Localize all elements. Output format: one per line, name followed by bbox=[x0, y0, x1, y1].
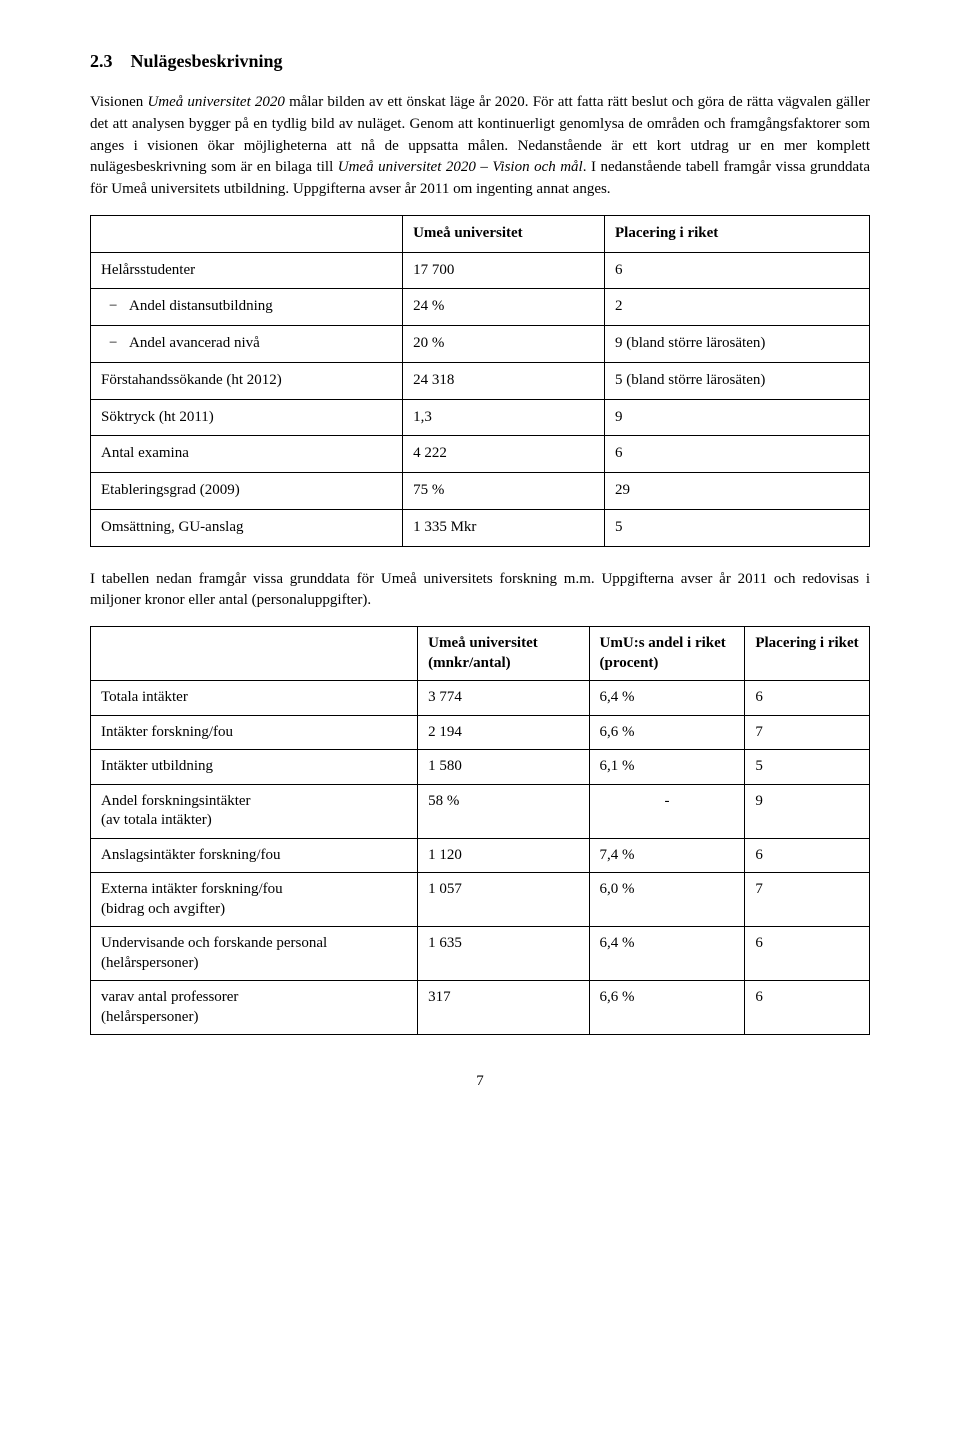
table-cell: 1 335 Mkr bbox=[403, 509, 605, 546]
table-cell: 6 bbox=[745, 681, 870, 716]
table-cell-label: Undervisande och forskande personal(helå… bbox=[91, 927, 418, 981]
intro-paragraph: Visionen Umeå universitet 2020 målar bil… bbox=[90, 92, 870, 201]
section-number: 2.3 bbox=[90, 51, 113, 71]
table-cell: 17 700 bbox=[403, 252, 605, 289]
table-cell-label: Intäkter forskning/fou bbox=[91, 715, 418, 750]
table-cell-label: Externa intäkter forskning/fou(bidrag oc… bbox=[91, 873, 418, 927]
table-research: Umeå universitet (mnkr/antal) UmU:s ande… bbox=[90, 626, 870, 1035]
table-cell: 5 (bland större lärosäten) bbox=[604, 362, 869, 399]
table-cell: 7,4 % bbox=[589, 838, 745, 873]
page-number: 7 bbox=[90, 1071, 870, 1093]
table-header: Placering i riket bbox=[745, 627, 870, 681]
table-cell: 6 bbox=[745, 981, 870, 1035]
table-cell: 1 580 bbox=[418, 750, 589, 785]
table-cell: 9 (bland större lärosäten) bbox=[604, 326, 869, 363]
table-cell-label: Totala intäkter bbox=[91, 681, 418, 716]
table-cell: 58 % bbox=[418, 784, 589, 838]
table-cell-label: Etableringsgrad (2009) bbox=[91, 473, 403, 510]
table-cell: 6 bbox=[604, 436, 869, 473]
table-cell-label: Anslagsintäkter forskning/fou bbox=[91, 838, 418, 873]
table-header: Umeå universitet (mnkr/antal) bbox=[418, 627, 589, 681]
table-cell: 6 bbox=[745, 927, 870, 981]
table-header bbox=[91, 215, 403, 252]
table-cell: 6,0 % bbox=[589, 873, 745, 927]
intro-italic: Umeå universitet 2020 – Vision och mål bbox=[338, 159, 583, 175]
table-cell: 6,4 % bbox=[589, 681, 745, 716]
intro-italic: Umeå universitet 2020 bbox=[147, 94, 284, 110]
table-cell: 1 057 bbox=[418, 873, 589, 927]
table-cell-label: Omsättning, GU-anslag bbox=[91, 509, 403, 546]
table-cell: 6,1 % bbox=[589, 750, 745, 785]
table-cell-label: Andel forskningsintäkter(av totala intäk… bbox=[91, 784, 418, 838]
table-cell-label: Andel distansutbildning bbox=[91, 289, 403, 326]
section-title: Nulägesbeskrivning bbox=[131, 51, 283, 71]
table-cell: 1,3 bbox=[403, 399, 605, 436]
table-cell: 29 bbox=[604, 473, 869, 510]
table-cell: 6,6 % bbox=[589, 715, 745, 750]
table-cell: 3 774 bbox=[418, 681, 589, 716]
table-header bbox=[91, 627, 418, 681]
table-cell: 1 635 bbox=[418, 927, 589, 981]
table-cell: 6 bbox=[745, 838, 870, 873]
table-cell-label: Intäkter utbildning bbox=[91, 750, 418, 785]
table-cell: 9 bbox=[604, 399, 869, 436]
table-cell: 6 bbox=[604, 252, 869, 289]
table-cell: 2 bbox=[604, 289, 869, 326]
table-cell: - bbox=[589, 784, 745, 838]
table-cell: 7 bbox=[745, 873, 870, 927]
table-cell: 6,4 % bbox=[589, 927, 745, 981]
table-cell: 2 194 bbox=[418, 715, 589, 750]
table-header: Umeå universitet bbox=[403, 215, 605, 252]
table-cell: 24 318 bbox=[403, 362, 605, 399]
table-cell: 7 bbox=[745, 715, 870, 750]
table-cell-label: varav antal professorer(helårspersoner) bbox=[91, 981, 418, 1035]
table-cell: 1 120 bbox=[418, 838, 589, 873]
table-cell: 9 bbox=[745, 784, 870, 838]
table-cell: 5 bbox=[604, 509, 869, 546]
table-cell: 317 bbox=[418, 981, 589, 1035]
table-cell-label: Andel avancerad nivå bbox=[91, 326, 403, 363]
table-header: Placering i riket bbox=[604, 215, 869, 252]
table-cell: 75 % bbox=[403, 473, 605, 510]
table-header: UmU:s andel i riket (procent) bbox=[589, 627, 745, 681]
table-cell: 4 222 bbox=[403, 436, 605, 473]
table-cell: 6,6 % bbox=[589, 981, 745, 1035]
table-cell-label: Förstahandssökande (ht 2012) bbox=[91, 362, 403, 399]
table-cell: 20 % bbox=[403, 326, 605, 363]
mid-paragraph: I tabellen nedan framgår vissa grunddata… bbox=[90, 569, 870, 613]
table-education: Umeå universitet Placering i riket Helår… bbox=[90, 215, 870, 547]
table-cell: 5 bbox=[745, 750, 870, 785]
table-cell-label: Söktryck (ht 2011) bbox=[91, 399, 403, 436]
table-cell: 24 % bbox=[403, 289, 605, 326]
section-heading: 2.3 Nulägesbeskrivning bbox=[90, 48, 870, 74]
table-cell-label: Helårsstudenter bbox=[91, 252, 403, 289]
intro-text: Visionen bbox=[90, 94, 147, 110]
table-cell-label: Antal examina bbox=[91, 436, 403, 473]
